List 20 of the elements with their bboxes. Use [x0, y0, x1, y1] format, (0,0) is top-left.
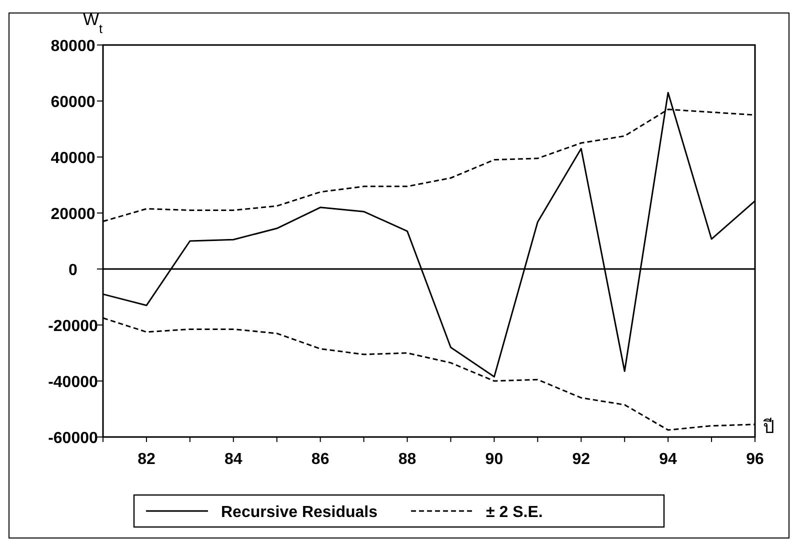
legend-label: ± 2 S.E. — [486, 504, 543, 521]
x-tick-label: 84 — [224, 451, 242, 468]
x-tick-label: 92 — [572, 451, 590, 468]
x-tick-label: 94 — [659, 451, 678, 468]
y-tick-label: 40000 — [50, 150, 96, 167]
x-tick-label: 82 — [138, 451, 156, 468]
y-axis-title: W$_{t}$ — [83, 10, 104, 36]
y-tick-label: 0 — [68, 262, 78, 279]
y-tick-label: -20000 — [48, 318, 98, 335]
x-tick-label: 88 — [398, 451, 416, 468]
x-tick-label: 86 — [311, 451, 330, 468]
y-tick-label: -60000 — [48, 430, 98, 447]
y-tick-label: 80000 — [50, 38, 96, 55]
x-axis-title: ปี — [763, 417, 774, 437]
x-tick-label: 90 — [485, 451, 504, 468]
y-tick-label: 60000 — [50, 94, 96, 111]
x-tick-label: 96 — [746, 451, 764, 468]
legend-label: Recursive Residuals — [221, 504, 378, 521]
y-tick-label: 20000 — [50, 206, 96, 223]
y-tick-label: -40000 — [48, 374, 98, 391]
